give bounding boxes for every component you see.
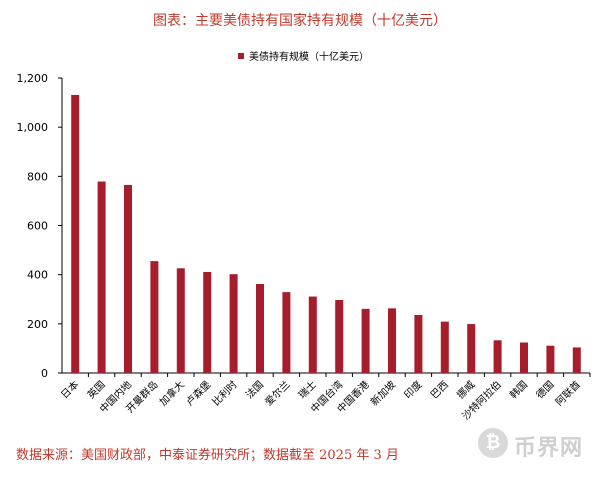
source-note: 数据来源：美国财政部，中泰证券研究所；数据截至 2025 年 3 月: [16, 448, 399, 463]
bar: [440, 321, 449, 373]
y-tick-label: 400: [27, 269, 48, 282]
bar: [546, 345, 555, 373]
bar: [520, 342, 528, 373]
y-tick-label: 200: [27, 318, 48, 331]
bar: [388, 308, 396, 373]
y-axis: 0 200 400 600 800 1,000 1,200: [17, 72, 63, 380]
x-tick-label: 新加坡: [368, 378, 398, 408]
y-tick-label: 0: [41, 367, 48, 380]
x-tick-label: 卢森堡: [183, 378, 213, 408]
x-tick-label: 加拿大: [157, 378, 187, 408]
x-tick-label: 瑞士: [296, 378, 319, 401]
bar: [335, 299, 344, 373]
x-axis: [62, 372, 591, 377]
bar: [572, 347, 581, 373]
watermark: ₿ 币界网: [478, 424, 594, 464]
watermark-text: 币界网: [514, 436, 584, 461]
y-tick-label: 800: [27, 170, 48, 183]
x-tick-label: 阿联酋: [553, 378, 583, 408]
bar: [467, 324, 476, 373]
bar: [493, 340, 502, 373]
bar: [229, 274, 238, 373]
y-tick-label: 1,000: [17, 121, 49, 134]
x-tick-label: 日本: [58, 378, 81, 401]
legend: 美债持有规模（十亿美元）: [238, 50, 369, 63]
x-tick-label: 爱尔兰: [262, 378, 292, 408]
bar: [414, 314, 423, 373]
x-tick-label: 挪威: [454, 378, 477, 401]
chart-title: 图表：主要美债持有国家持有规模（十亿美元）: [153, 13, 447, 29]
x-tick-label: 巴西: [428, 379, 451, 402]
bar: [308, 296, 317, 373]
bar: [361, 308, 370, 373]
y-tick-label: 600: [27, 220, 48, 233]
bar: [97, 181, 106, 373]
bar: [124, 184, 132, 373]
x-tick-label: 比利时: [210, 379, 240, 409]
bar: [203, 271, 212, 373]
legend-swatch: [238, 53, 244, 59]
x-tick-label: 德国: [533, 378, 556, 401]
x-labels: 日本 英国中国内地开曼群岛加拿大卢森堡比利时 法国爱尔兰 瑞士中国台湾中国香港新加坡印…: [58, 378, 583, 423]
bar: [176, 268, 185, 373]
x-tick-label: 韩国: [507, 378, 530, 401]
x-tick-label: 印度: [401, 378, 424, 401]
x-tick-label: 英国: [84, 378, 107, 401]
y-tick-label: 1,200: [17, 72, 49, 85]
bar: [71, 94, 80, 374]
x-tick-label: 法国: [243, 378, 266, 401]
legend-label: 美债持有规模（十亿美元）: [249, 50, 369, 63]
bar: [282, 292, 291, 373]
bitcoin-circle-icon: ₿: [478, 428, 508, 458]
bars: [71, 94, 581, 374]
bar: [256, 284, 264, 373]
bar: [150, 261, 159, 373]
